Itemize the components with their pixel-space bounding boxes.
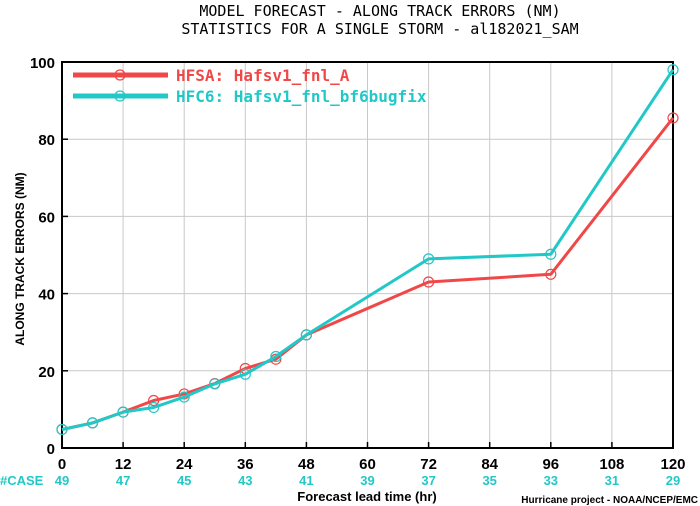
y-tick-label: 80 [38,132,55,149]
x-tick-label: 24 [176,456,193,473]
x-tick-label: 0 [58,456,66,473]
case-count: 41 [299,473,313,488]
case-count-row: #CASE 49 47 45 43 41 39 37 35 33 31 29 [0,473,680,488]
series-point-2 [270,350,282,363]
x-tick-label: 108 [599,456,624,473]
series-point-1 [545,268,557,280]
x-tick-label: 12 [115,456,132,473]
x-tick-label: 120 [660,456,685,473]
y-tick-label: 100 [30,55,55,72]
y-axis-label: ALONG TRACK ERRORS (NM) [13,172,27,345]
y-tick-label: 0 [47,441,55,458]
x-axis-label: Forecast lead time (hr) [297,489,436,504]
tick-layer: 0 12 24 36 48 60 72 84 96 108 120 0 20 40 60 80 100 [30,55,686,473]
case-count: 37 [421,473,435,488]
series-point-2 [86,417,99,429]
series-point-2 [117,406,129,418]
y-tick-label: 40 [38,287,55,304]
series-point-2 [423,253,435,265]
series-point-1 [423,276,435,288]
case-count: 39 [360,473,374,488]
x-tick-label: 84 [481,456,498,473]
case-count: 35 [482,473,496,488]
series-point-2 [667,64,679,76]
case-label: #CASE [0,473,44,488]
case-count: 33 [544,473,558,488]
series-point-2 [148,401,160,414]
series-point-2 [239,368,251,380]
case-count: 47 [116,473,130,488]
series-point-2 [209,378,221,390]
legend-label-1: HFSA: Hafsv1_fnl_A [176,66,350,85]
series-point-1 [148,394,160,407]
series-point-2 [545,248,557,260]
y-tick-label: 20 [38,364,55,381]
x-tick-label: 36 [237,456,254,473]
chart-subtitle: STATISTICS FOR A SINGLE STORM - al182021… [181,20,578,38]
series-point-2 [56,423,68,436]
legend-label-2: HFC6: Hafsv1_fnl_bf6bugfix [176,87,427,106]
grid-layer [61,61,674,449]
credit-text: Hurricane project - NOAA/NCEP/EMC [521,495,698,506]
case-count: 31 [605,473,619,488]
x-tick-label: 48 [298,456,315,473]
legend-marker-2 [114,90,126,102]
case-count: 43 [238,473,252,488]
chart-title: MODEL FORECAST - ALONG TRACK ERRORS (NM) [199,2,560,20]
series-point-1 [667,112,679,124]
case-count: 45 [177,473,191,488]
legend: HFSA: Hafsv1_fnl_A HFC6: Hafsv1_fnl_bf6bu… [73,66,427,106]
x-tick-label: 60 [359,456,376,473]
series-point-2 [178,391,190,403]
x-tick-label: 72 [420,456,437,473]
legend-marker-1 [114,69,126,81]
x-tick-label: 96 [542,456,559,473]
series-layer [56,64,679,436]
case-count: 49 [55,473,69,488]
case-count: 29 [666,473,680,488]
series-point-2 [300,329,312,341]
y-tick-label: 60 [38,209,55,226]
